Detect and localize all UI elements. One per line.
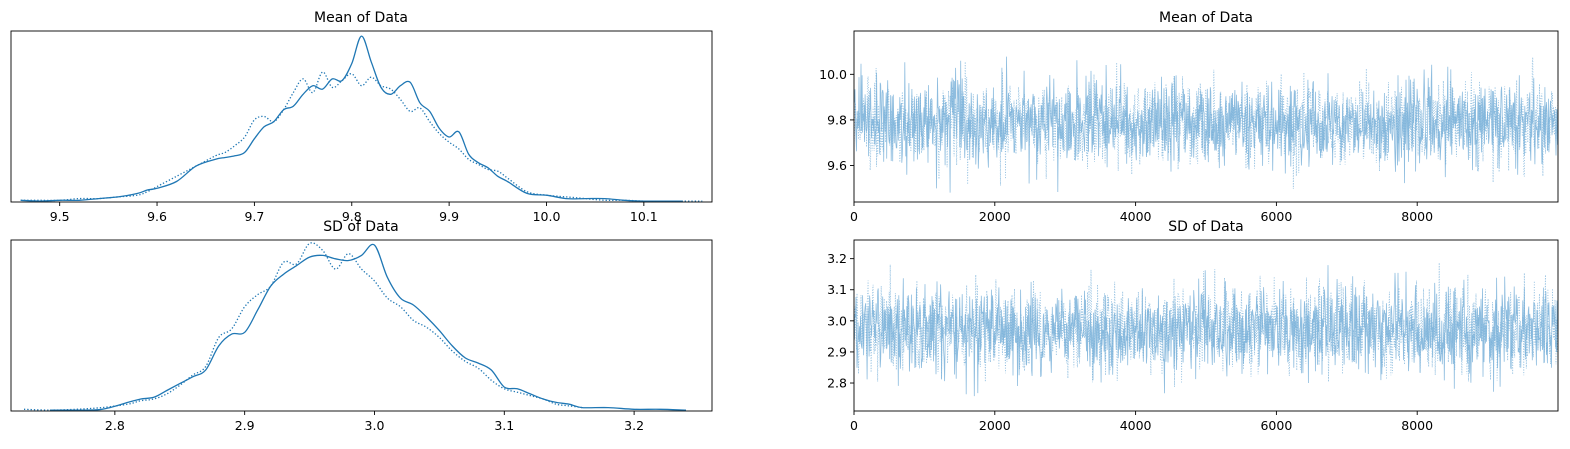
axes-frame-1 [853, 30, 1559, 203]
y-tick-label: 9.8 [827, 112, 847, 127]
x-tick-label: 3.1 [494, 418, 514, 433]
x-tick-label: 4000 [1120, 209, 1152, 224]
axes-frame-0 [10, 30, 713, 203]
x-tick-label: 3.2 [624, 418, 644, 433]
x-tick-label: 9.8 [342, 209, 362, 224]
x-tick-label: 10.0 [533, 209, 561, 224]
x-tick-label: 2000 [979, 418, 1011, 433]
x-tick-label: 9.7 [244, 209, 264, 224]
x-tick-label: 8000 [1401, 418, 1433, 433]
y-tick-label: 2.8 [827, 376, 847, 391]
kde-series-dotted-2 [23, 242, 583, 411]
x-tick-label: 6000 [1260, 209, 1292, 224]
trace-series-dotted-3 [854, 262, 1558, 387]
x-tick-label: 4000 [1120, 418, 1152, 433]
kde-series-dotted-0 [20, 71, 703, 202]
trace-mean-title: Mean of Data [1159, 10, 1253, 26]
plot-area-0 [20, 35, 703, 202]
x-tick-label: 2000 [979, 209, 1011, 224]
x-tick-label: 2.9 [235, 418, 255, 433]
x-tick-label: 9.9 [439, 209, 459, 224]
axes-frame-3 [853, 239, 1559, 412]
panel-3: 0 2000 4000 6000 8000 2.8 2.9 3.0 3.1 3.2 [827, 239, 1559, 433]
x-tick-label: 2.8 [105, 418, 125, 433]
plot-area-3 [854, 262, 1558, 397]
kde-series-solid-2 [49, 243, 687, 411]
x-tick-label: 9.5 [50, 209, 70, 224]
plot-area-2 [23, 242, 687, 411]
y-tick-label: 2.9 [827, 344, 847, 359]
axes-frame-2 [10, 239, 713, 412]
x-tick-label: 9.6 [147, 209, 167, 224]
kde-sd-title: SD of Data [323, 219, 399, 235]
y-tick-label: 3.2 [827, 251, 847, 266]
x-tick-label: 0 [850, 209, 858, 224]
panel-0: 9.5 9.6 9.7 9.8 9.9 10.0 10.1 [10, 30, 713, 224]
y-tick-label: 9.6 [827, 158, 847, 173]
trace-sd-title: SD of Data [1168, 219, 1244, 235]
x-tick-label: 10.1 [630, 209, 658, 224]
plots-layer: 9.5 9.6 9.7 9.8 9.9 10.0 10.1 0 2000 4000 6000 8000… [10, 30, 1559, 433]
plot-area-1 [854, 56, 1558, 193]
panel-1: 0 2000 4000 6000 8000 9.6 9.8 10.0 [819, 30, 1559, 224]
x-tick-label: 8000 [1401, 209, 1433, 224]
x-tick-label: 0 [850, 418, 858, 433]
x-tick-label: 6000 [1260, 418, 1292, 433]
y-tick-label: 10.0 [819, 67, 847, 82]
y-tick-label: 3.1 [827, 282, 847, 297]
trace-series-dotted-1 [854, 57, 1558, 190]
kde-series-solid-0 [20, 35, 683, 202]
panel-2: 2.8 2.9 3.0 3.1 3.2 [10, 239, 713, 433]
x-tick-label: 3.0 [365, 418, 385, 433]
kde-mean-title: Mean of Data [314, 10, 408, 26]
y-tick-label: 3.0 [827, 313, 847, 328]
trace-series-solid-1 [854, 56, 1558, 193]
